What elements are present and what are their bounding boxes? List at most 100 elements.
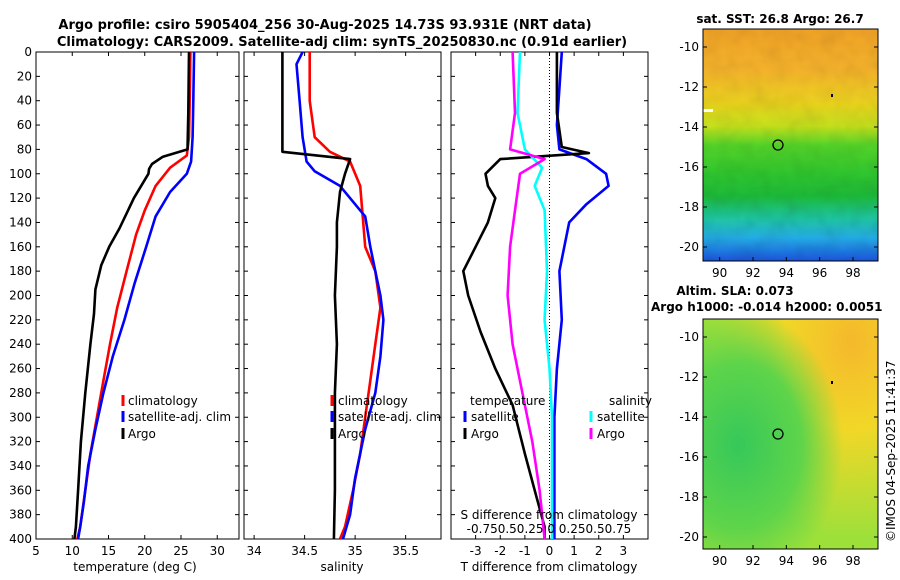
legend-sal-argo-label: Argo [597,427,625,441]
depth-tick-label: 300 [9,410,32,424]
sla-heatmap [703,319,878,549]
figure-title-line2: Climatology: CARS2009. Satellite-adj cli… [57,35,627,50]
sst-heatmap [703,29,878,261]
salinity-panel-frame [243,51,442,540]
sla_map-xtick-label: 92 [745,554,760,568]
depth-tick-label: 380 [9,508,32,522]
sla_map-ytick-label: -20 [679,530,699,544]
depth-tick-label: 0 [24,45,32,59]
sla_map-xtick-label: 90 [712,554,727,568]
sla-low-region [703,319,878,549]
sla-map-title1: Altim. SLA: 0.073 [676,284,793,298]
depth-tick-label: 260 [9,362,32,376]
legend-temp-satellite-label: satellite [471,410,519,424]
sst_map-ytick-label: -12 [679,80,699,94]
temperature-series [73,52,196,539]
temperature-xtick-label: 15 [101,544,116,558]
depth-tick-label: 340 [9,459,32,473]
temperature-panel-frame [35,51,240,540]
difference-xtick-label: 2 [595,544,603,558]
sst-axes: 90 92 94 96 98 -10 -12 -14 -16 -18 -20 [679,40,878,280]
difference-xtick-label: 0 [546,544,554,558]
sla-map-title2: Argo h1000: -0.014 h2000: 0.0051 [651,300,882,314]
salinity-xtick-label: 34 [246,544,261,558]
depth-tick-label: 240 [9,337,32,351]
difference-xtick-label: 3 [620,544,628,558]
depth-tick-label: 160 [9,240,32,254]
depth-tick-label: 40 [17,94,32,108]
difference-series-temperature-argo [461,52,591,539]
sst-map-title: sat. SST: 26.8 Argo: 26.7 [696,12,863,26]
salinity-series-satellite-adj-clim [295,52,385,539]
salinity-series [281,52,385,539]
salinity-xtick-label: 35.5 [392,544,419,558]
depth-tick-label: 280 [9,386,32,400]
sla_map-xtick-label: 96 [812,554,827,568]
temperature-series-argo [73,52,191,539]
difference-series-salinity-satellite [516,52,554,539]
sla_map-ytick-label: -10 [679,330,699,344]
sst_map-xtick-label: 90 [712,266,727,280]
depth-tick-label: 120 [9,191,32,205]
figure-title-line1: Argo profile: csiro 5905404_256 30-Aug-2… [58,18,591,33]
sla_map-xtick-label: 94 [779,554,794,568]
depth-tick-label: 20 [17,69,32,83]
legend-temp-argo-label: Argo [471,427,499,441]
imos-watermark: ©IMOS 04-Sep-2025 11:41:37 [884,360,898,542]
salinity-xtick-label: 34.5 [291,544,318,558]
difference-legend: temperature satellite Argo salinity sate… [463,394,652,441]
salinity-series-climatology [308,52,382,539]
depth-tick-label: 320 [9,435,32,449]
sst_map-ytick-label: -10 [679,40,699,54]
temperature-series-satellite-adj-clim [76,52,196,539]
depth-tick-label: 80 [17,142,32,156]
legend-satellite-label: satellite-adj. clim [338,410,441,424]
difference-xtick-label: -1 [519,544,531,558]
difference-xlabel: T difference from climatology [460,560,638,574]
legend-satellite-label: satellite-adj. clim [128,410,231,424]
difference-xtick-label: -3 [470,544,482,558]
sst-map-frame [702,28,879,262]
legend-argo-label: Argo [338,427,366,441]
sst-field [703,29,878,261]
sla_map-ytick-label: -16 [679,450,699,464]
sla-argo-marker [772,428,784,440]
salinity-difference-ticks: -0.750.50.25 0 0.250.50.75 [467,522,632,536]
salinity-xtick-label: 35 [347,544,362,558]
temperature-xtick-label: 25 [173,544,188,558]
legend-climatology-label: climatology [338,394,408,408]
difference-series-temperature-satellite [553,52,610,539]
salinity-xlabel: salinity [320,560,363,574]
sst_map-xtick-label: 94 [779,266,794,280]
sla_map-xtick-label: 98 [845,554,860,568]
sst_map-ytick-label: -16 [679,160,699,174]
depth-tick-label: 60 [17,118,32,132]
sst-argo-marker [772,139,784,151]
depth-tick-label: 140 [9,215,32,229]
difference-xtick-label: -2 [494,544,506,558]
sla_map-ytick-label: -14 [679,410,699,424]
temperature-xtick-label: 5 [32,544,40,558]
difference-xtick-label: 1 [570,544,578,558]
sst_map-xtick-label: 96 [812,266,827,280]
sst_map-ytick-label: -20 [679,240,699,254]
sla_map-ytick-label: -18 [679,490,699,504]
legend-climatology-label: climatology [128,394,198,408]
temperature-xtick-label: 10 [65,544,80,558]
difference-series [461,52,610,539]
sla_map-ytick-label: -12 [679,370,699,384]
depth-tick-label: 220 [9,313,32,327]
legend-temperature-title: temperature [470,394,545,408]
legend-salinity-title: salinity [609,394,652,408]
legend-argo-label: Argo [128,427,156,441]
temperature-axes: 5 10 15 20 25 3002040608010012014016018020022… [9,45,239,558]
depth-tick-label: 360 [9,483,32,497]
temperature-xtick-label: 30 [210,544,225,558]
legend-sal-satellite-label: satellite [597,410,645,424]
salinity-difference-label: S difference from climatology [461,508,638,522]
salinity-legend: climatology satellite-adj. clim Argo [330,394,441,441]
depth-tick-label: 180 [9,264,32,278]
salinity-axes: 34 34.5 35 35.5 [244,51,441,558]
depth-tick-label: 200 [9,289,32,303]
